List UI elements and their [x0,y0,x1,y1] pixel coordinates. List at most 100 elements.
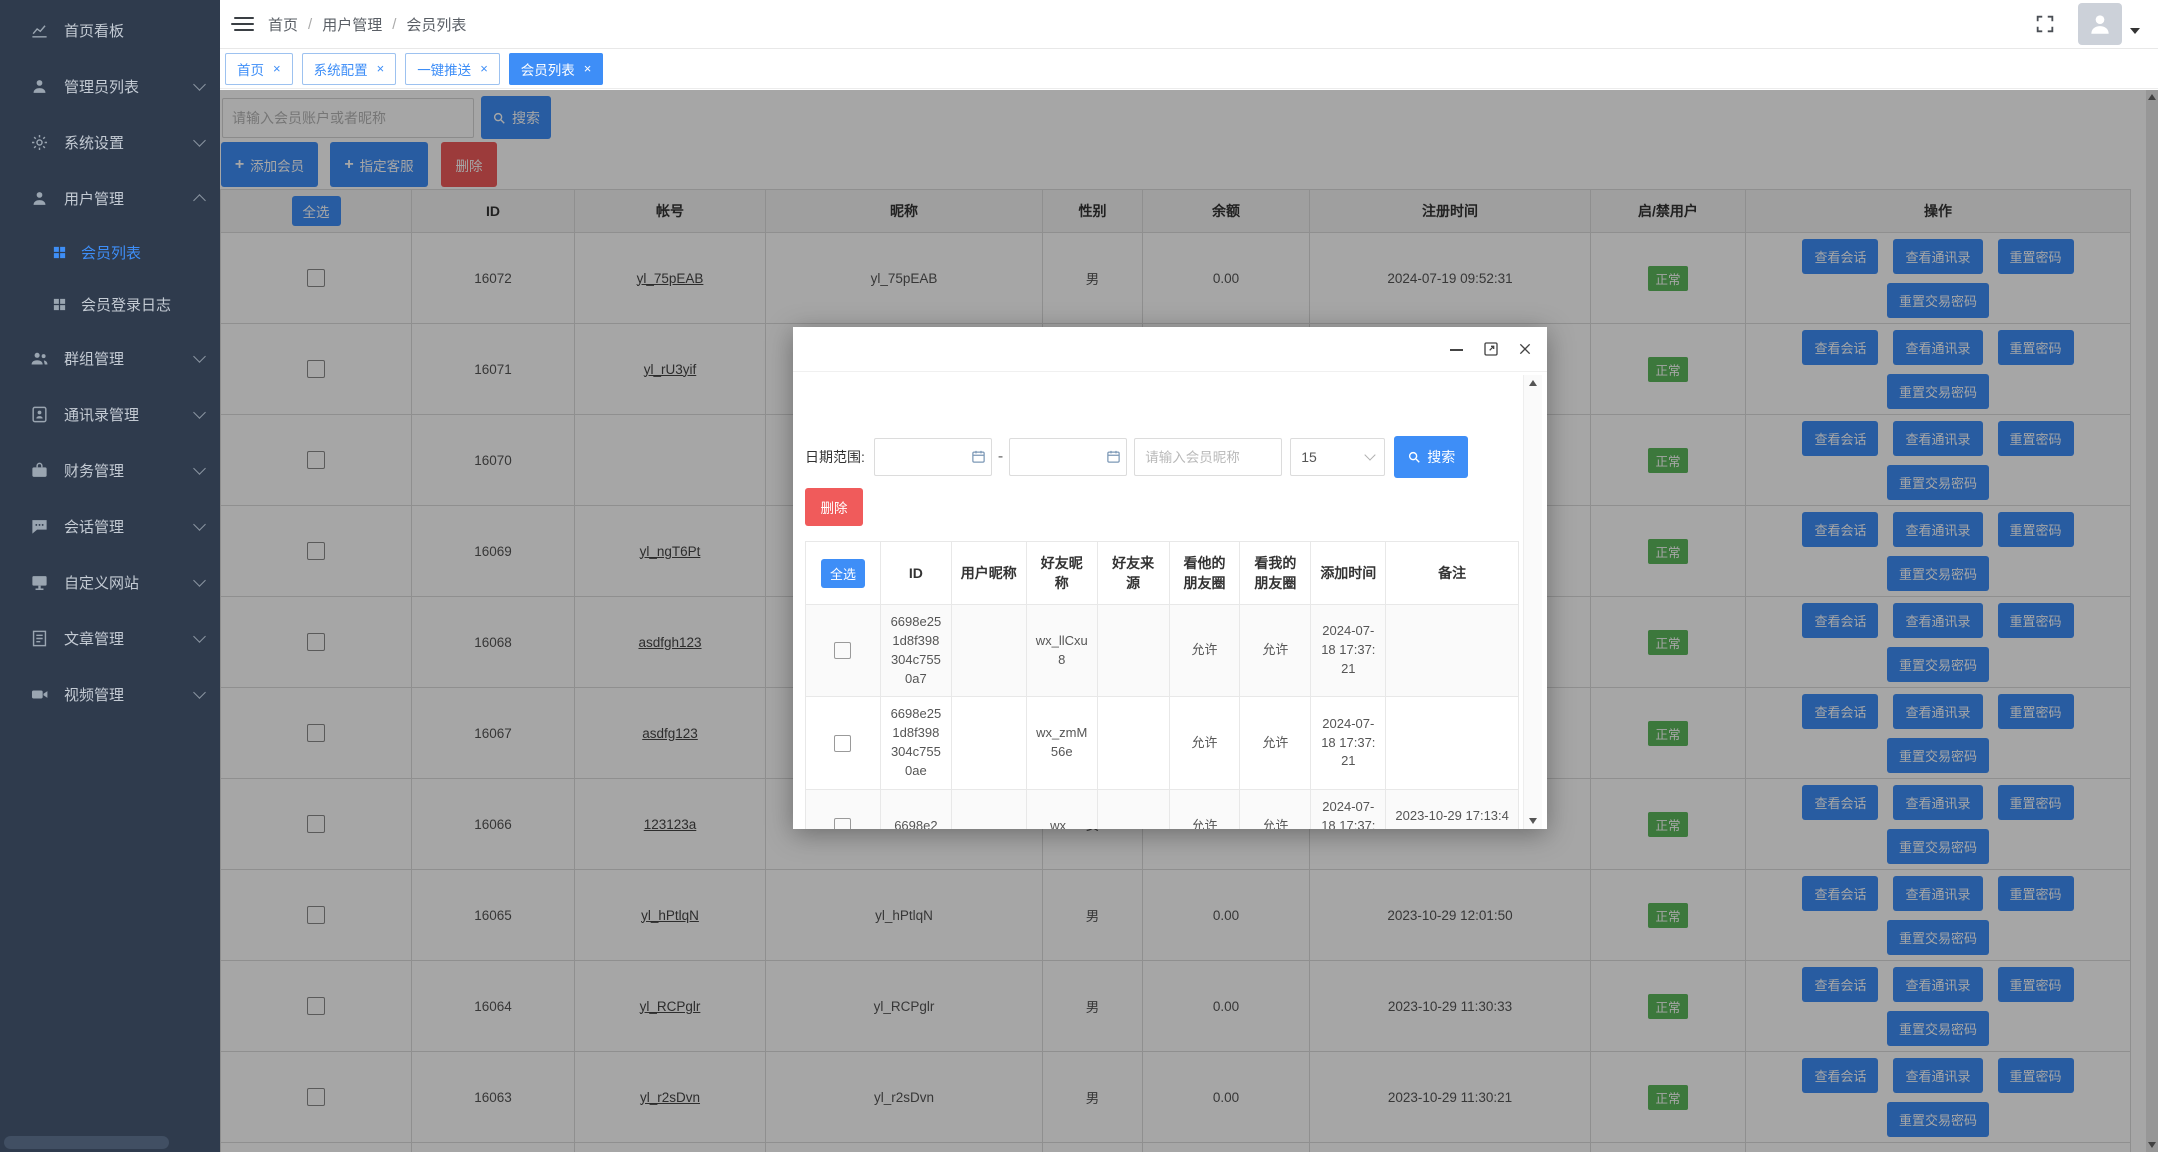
sidebar-item-system-settings[interactable]: 系统设置 [0,114,220,170]
row-checkbox[interactable] [834,734,852,752]
reset-password-button[interactable]: 重置密码 [1997,784,2074,820]
account-link[interactable]: yl_RCPglr [639,998,701,1014]
view-contacts-button[interactable]: 查看通讯录 [1893,875,1983,911]
view-contacts-button[interactable]: 查看通讯录 [1893,693,1983,729]
delete-button[interactable]: 删除 [441,142,497,187]
account-link[interactable]: yl_75pEAB [636,270,704,286]
breadcrumb-member-list[interactable]: 会员列表 [406,16,467,34]
close-icon[interactable]: × [480,61,488,76]
fullscreen-icon[interactable] [2034,13,2056,35]
account-link[interactable]: yl_rU3yif [643,361,697,377]
reset-trade-password-button[interactable]: 重置交易密码 [1886,1010,1989,1046]
view-session-button[interactable]: 查看会话 [1802,511,1879,547]
view-session-button[interactable]: 查看会话 [1802,329,1879,365]
row-checkbox[interactable] [307,451,325,469]
reset-password-button[interactable]: 重置密码 [1997,238,2074,274]
view-session-button[interactable]: 查看会话 [1802,1057,1879,1093]
reset-password-button[interactable]: 重置密码 [1997,420,2074,456]
sidebar-item-session-management[interactable]: 会话管理 [0,498,220,554]
close-icon[interactable]: × [583,61,592,76]
reset-trade-password-button[interactable]: 重置交易密码 [1886,646,1989,682]
sidebar-item-dashboard[interactable]: 首页看板 [0,2,220,58]
reset-trade-password-button[interactable]: 重置交易密码 [1886,464,1989,500]
content-scrollbar[interactable] [2146,90,2158,1152]
reset-password-button[interactable]: 重置密码 [1997,511,2074,547]
scroll-down-icon[interactable] [2148,1142,2156,1148]
sidebar-item-group-management[interactable]: 群组管理 [0,330,220,386]
dialog-search-button[interactable]: 搜索 [1394,436,1469,478]
reset-trade-password-button[interactable]: 重置交易密码 [1886,282,1989,318]
breadcrumb-user-management[interactable]: 用户管理 [322,16,383,34]
row-checkbox[interactable] [307,906,325,924]
row-checkbox[interactable] [307,269,325,287]
view-session-button[interactable]: 查看会话 [1802,875,1879,911]
sidebar-item-video-management[interactable]: 视频管理 [0,666,220,722]
search-input[interactable] [222,98,474,138]
dialog-select-all-button[interactable]: 全选 [820,558,865,588]
sidebar-item-article-management[interactable]: 文章管理 [0,610,220,666]
calendar-icon[interactable] [1106,449,1121,464]
scroll-up-icon[interactable] [2148,94,2156,100]
row-checkbox[interactable] [307,815,325,833]
row-checkbox[interactable] [307,724,325,742]
reset-password-button[interactable]: 重置密码 [1997,602,2074,638]
scroll-up-icon[interactable] [1529,380,1537,386]
sidebar-item-contacts-management[interactable]: 通讯录管理 [0,386,220,442]
row-checkbox[interactable] [307,360,325,378]
tab-one-key-push[interactable]: 一键推送 × [405,52,500,85]
reset-password-button[interactable]: 重置密码 [1997,875,2074,911]
view-contacts-button[interactable]: 查看通讯录 [1893,420,1983,456]
menu-toggle-icon[interactable] [231,16,254,32]
sidebar-item-finance-management[interactable]: 财务管理 [0,442,220,498]
close-icon[interactable] [1517,341,1533,357]
reset-password-button[interactable]: 重置密码 [1997,966,2074,1002]
sidebar-scrollbar[interactable] [4,1136,169,1149]
dialog-scrollbar[interactable] [1523,375,1542,829]
account-link[interactable]: 123123a [643,816,697,832]
close-icon[interactable]: × [376,61,385,76]
sidebar-item-member-list[interactable]: 会员列表 [0,226,220,278]
dialog-delete-button[interactable]: 删除 [805,488,863,526]
account-link[interactable]: yl_hPtlqN [641,907,699,923]
reset-trade-password-button[interactable]: 重置交易密码 [1886,737,1989,773]
view-contacts-button[interactable]: 查看通讯录 [1893,1057,1983,1093]
row-checkbox[interactable] [834,642,852,660]
reset-trade-password-button[interactable]: 重置交易密码 [1886,919,1989,955]
minimize-icon[interactable] [1449,341,1465,357]
search-button[interactable]: 搜索 [481,96,551,139]
view-contacts-button[interactable]: 查看通讯录 [1893,784,1983,820]
tab-system-config[interactable]: 系统配置 × [301,52,397,85]
user-menu-caret-icon[interactable] [2130,28,2140,34]
avatar[interactable] [2078,3,2122,45]
view-contacts-button[interactable]: 查看通讯录 [1893,511,1983,547]
view-session-button[interactable]: 查看会话 [1802,693,1879,729]
restore-icon[interactable] [1483,341,1499,357]
account-link[interactable]: yl_ngT6Pt [639,543,701,559]
reset-trade-password-button[interactable]: 重置交易密码 [1886,828,1989,864]
tab-home[interactable]: 首页 × [225,52,293,85]
calendar-icon[interactable] [971,449,986,464]
row-checkbox[interactable] [307,997,325,1015]
reset-password-button[interactable]: 重置密码 [1997,1057,2074,1093]
account-link[interactable]: asdfg123 [642,725,698,741]
row-checkbox[interactable] [307,542,325,560]
sidebar-item-member-login-log[interactable]: 会员登录日志 [0,278,220,330]
sidebar-item-custom-website[interactable]: 自定义网站 [0,554,220,610]
add-member-button[interactable]: + 添加会员 [221,142,318,187]
row-checkbox[interactable] [307,633,325,651]
account-link[interactable]: yl_r2sDvn [639,1089,701,1105]
reset-trade-password-button[interactable]: 重置交易密码 [1886,1101,1989,1137]
close-icon[interactable]: × [273,61,281,76]
view-session-button[interactable]: 查看会话 [1802,966,1879,1002]
scroll-down-icon[interactable] [1529,818,1537,824]
row-checkbox[interactable] [834,817,852,829]
row-checkbox[interactable] [307,1088,325,1106]
page-size-select[interactable]: 15 [1290,438,1386,476]
member-nickname-input[interactable] [1134,438,1283,476]
account-link[interactable]: asdfgh123 [638,634,702,650]
reset-password-button[interactable]: 重置密码 [1997,329,2074,365]
view-contacts-button[interactable]: 查看通讯录 [1893,966,1983,1002]
sidebar-item-user-management[interactable]: 用户管理 [0,170,220,226]
breadcrumb-home[interactable]: 首页 [268,16,299,34]
view-contacts-button[interactable]: 查看通讯录 [1893,238,1983,274]
